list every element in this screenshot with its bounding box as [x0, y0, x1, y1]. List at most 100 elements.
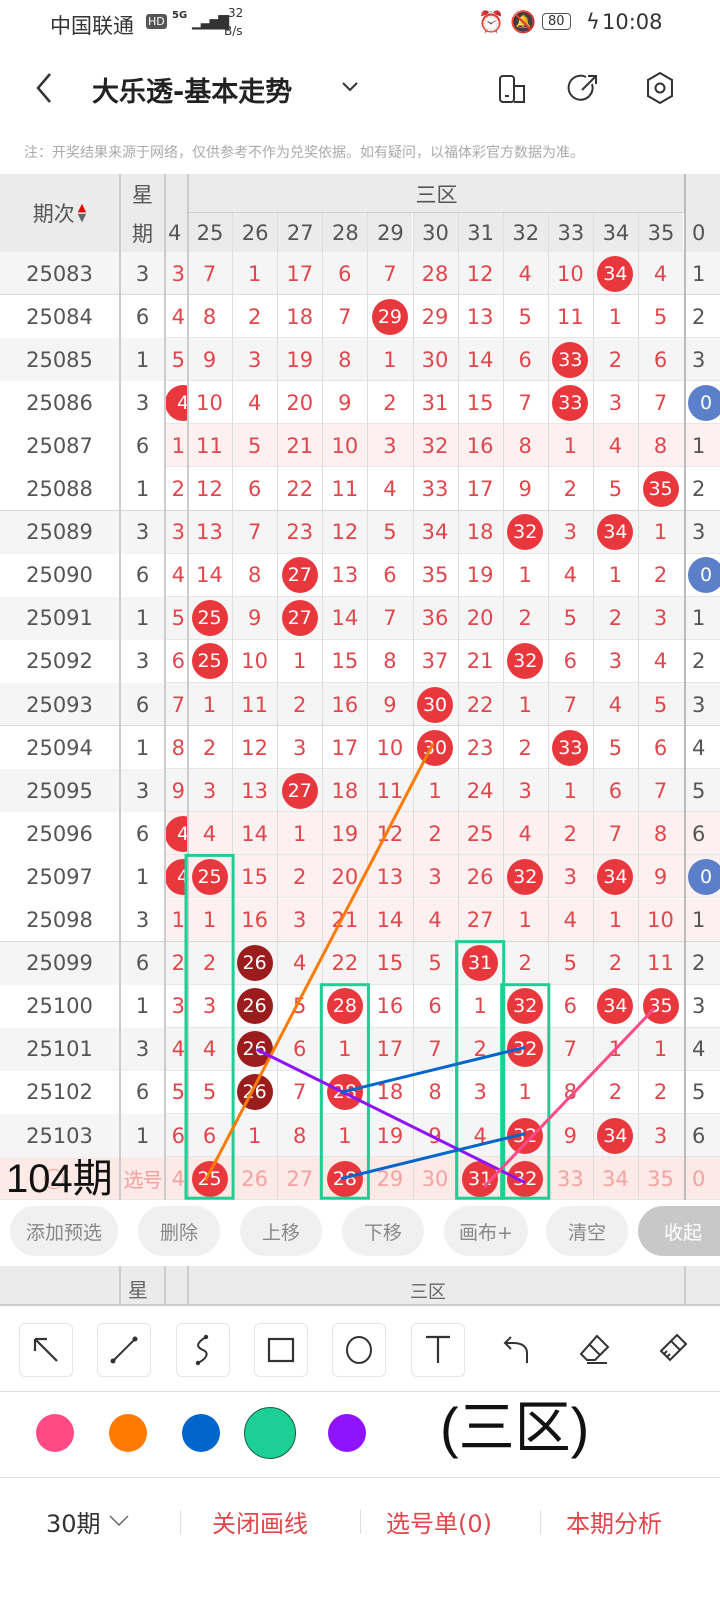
number-cell[interactable]: 3 [458, 1071, 503, 1114]
number-cell[interactable]: 19 [458, 554, 503, 597]
number-cell[interactable]: 3 [187, 985, 232, 1028]
number-cell[interactable]: 4 [187, 812, 232, 855]
number-ball[interactable]: 32 [507, 514, 544, 551]
number-ball[interactable]: 34 [597, 1117, 634, 1154]
number-cell[interactable]: 2 [593, 1071, 638, 1114]
number-ball[interactable]: 4 [166, 815, 187, 852]
number-cell[interactable]: 4 [187, 1028, 232, 1071]
number-cell[interactable]: 2 [458, 1028, 503, 1071]
number-cell[interactable]: 36 [413, 597, 458, 640]
number-cell[interactable]: 1 [503, 899, 548, 942]
number-cell[interactable]: 1 [503, 554, 548, 597]
number-cell[interactable]: 6 [413, 985, 458, 1028]
number-ball[interactable]: 34 [597, 858, 634, 895]
number-cell[interactable]: 3 [593, 381, 638, 424]
number-cell[interactable]: 3 [232, 338, 277, 381]
number-cell[interactable]: 35 [638, 1157, 683, 1200]
number-cell[interactable]: 3 [277, 899, 322, 942]
number-cell[interactable]: 15 [367, 942, 412, 985]
number-cell[interactable]: 19 [322, 812, 367, 855]
close-drawing-button[interactable]: 关闭画线 [212, 1510, 308, 1538]
number-cell[interactable]: 7 [277, 1071, 322, 1114]
number-cell[interactable]: 11 [322, 468, 367, 511]
number-cell[interactable]: 34 [593, 252, 638, 295]
curve-icon[interactable] [175, 1323, 230, 1377]
number-cell[interactable]: 7 [367, 252, 412, 295]
number-cell[interactable]: 10 [187, 381, 232, 424]
drawn-rectangle[interactable] [500, 983, 551, 1200]
number-cell[interactable]: 14 [187, 554, 232, 597]
number-cell[interactable]: 28 [322, 985, 367, 1028]
number-ball[interactable]: 30 [417, 686, 454, 723]
number-cell[interactable]: 2 [187, 942, 232, 985]
number-cell[interactable]: 11 [548, 295, 593, 338]
number-cell[interactable]: 25 [458, 812, 503, 855]
eraser-icon[interactable] [567, 1323, 621, 1377]
number-cell[interactable]: 32 [503, 511, 548, 554]
number-cell[interactable]: 7 [638, 381, 683, 424]
number-cell[interactable]: 35 [638, 985, 683, 1028]
number-cell[interactable]: 28 [413, 252, 458, 295]
number-cell[interactable]: 11 [232, 683, 277, 726]
number-cell[interactable]: 11 [187, 424, 232, 467]
drawn-rectangle[interactable] [455, 940, 506, 1200]
number-cell[interactable]: 4 [548, 899, 593, 942]
number-cell[interactable]: 10 [638, 899, 683, 942]
number-cell[interactable]: 14 [367, 899, 412, 942]
number-cell[interactable]: 4 [367, 468, 412, 511]
number-cell[interactable]: 11 [367, 769, 412, 812]
number-cell[interactable]: 27 [277, 1157, 322, 1200]
back-icon[interactable] [32, 70, 56, 106]
number-cell[interactable]: 1 [638, 1028, 683, 1071]
number-cell[interactable]: 31 [413, 381, 458, 424]
drawn-line[interactable] [204, 742, 435, 1182]
number-cell[interactable]: 21 [458, 640, 503, 683]
number-ball[interactable]: 27 [281, 600, 318, 637]
number-ball[interactable]: 29 [371, 298, 408, 335]
number-cell[interactable]: 32 [503, 1157, 548, 1200]
number-cell[interactable]: 5 [187, 1071, 232, 1114]
number-cell[interactable]: 1 [593, 295, 638, 338]
period-header[interactable]: 期次 ▲ ▼ [0, 174, 119, 252]
number-cell[interactable]: 3 [638, 597, 683, 640]
number-cell[interactable]: 15 [322, 640, 367, 683]
number-cell[interactable]: 2 [277, 683, 322, 726]
number-cell[interactable]: 1 [638, 511, 683, 554]
number-ball[interactable]: 27 [281, 772, 318, 809]
number-cell[interactable]: 5 [593, 726, 638, 769]
drawn-rectangle[interactable] [184, 853, 235, 1200]
number-cell[interactable]: 1 [187, 899, 232, 942]
page-title[interactable]: 大乐透-基本走势 [92, 77, 293, 108]
number-cell[interactable]: 12 [458, 252, 503, 295]
number-cell[interactable]: 26 [458, 855, 503, 898]
number-cell[interactable]: 5 [367, 511, 412, 554]
number-cell[interactable]: 37 [413, 640, 458, 683]
number-ball[interactable]: 26 [236, 945, 273, 982]
number-cell[interactable]: 20 [458, 597, 503, 640]
number-cell[interactable]: 6 [322, 252, 367, 295]
number-ball[interactable]: 27 [281, 557, 318, 594]
drawn-line[interactable] [340, 1132, 526, 1181]
action-button[interactable]: 下移 [342, 1206, 424, 1256]
drawing-overlay[interactable] [0, 174, 720, 1200]
number-cell[interactable]: 16 [232, 899, 277, 942]
number-cell[interactable]: 2 [503, 597, 548, 640]
number-cell[interactable]: 4 [638, 640, 683, 683]
number-cell[interactable]: 30 [413, 1157, 458, 1200]
number-ball[interactable]: 28 [326, 988, 363, 1025]
number-cell[interactable]: 1 [503, 683, 548, 726]
number-cell[interactable]: 27 [277, 597, 322, 640]
number-cell[interactable]: 5 [503, 295, 548, 338]
number-cell[interactable]: 2 [413, 812, 458, 855]
number-cell[interactable]: 1 [367, 338, 412, 381]
number-cell[interactable]: 1 [548, 769, 593, 812]
number-cell[interactable]: 17 [367, 1028, 412, 1071]
number-cell[interactable]: 10 [548, 252, 593, 295]
number-cell[interactable]: 1 [277, 640, 322, 683]
number-cell[interactable]: 1 [458, 985, 503, 1028]
number-cell[interactable]: 4 [232, 381, 277, 424]
number-ball[interactable]: 4 [166, 858, 187, 895]
number-cell[interactable]: 34 [413, 511, 458, 554]
number-cell[interactable]: 6 [548, 985, 593, 1028]
number-cell[interactable]: 2 [277, 855, 322, 898]
